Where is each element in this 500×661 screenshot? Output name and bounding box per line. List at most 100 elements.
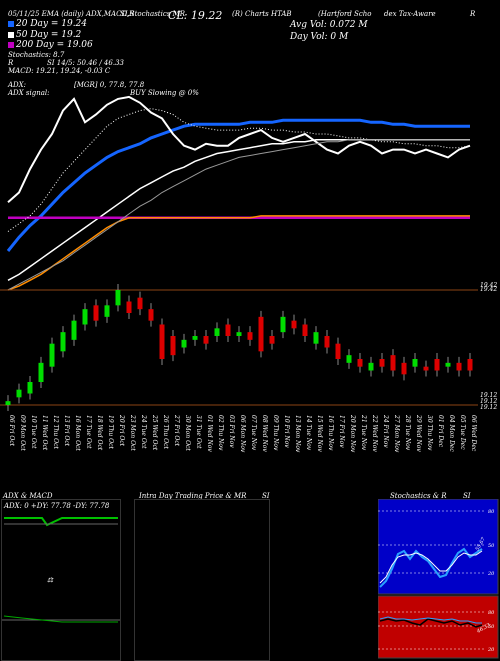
- header-stoch: SI,Stochastics MR: [120, 10, 186, 18]
- ma50-label: 50 Day = 19.2: [16, 30, 82, 40]
- date-label: 27 Fri Oct: [173, 414, 180, 447]
- date-label: 19 Thu Oct: [107, 415, 114, 449]
- candle-body: [49, 343, 55, 367]
- ma20-label: 20 Day = 19.24: [16, 19, 88, 29]
- adx-plus-line: [4, 517, 118, 527]
- rsi-tick: 20: [487, 647, 495, 653]
- candle-body: [126, 301, 132, 313]
- adx-signal: ADX signal:: [8, 89, 50, 97]
- candle-body: [170, 336, 176, 356]
- ma50-swatch: [8, 32, 14, 38]
- rsi-readout: SI 14/5: 50.46 / 46.33: [47, 59, 124, 67]
- candle-body: [60, 332, 66, 352]
- date-label: 12 Thu Oct: [52, 415, 59, 449]
- date-label: 20 Mon Nov: [349, 414, 356, 453]
- date-label: 13 Fri Oct: [63, 415, 70, 447]
- adx-macd-panel: ADX: 0 +DY: 77.78 -DY: 77.78 ⚖: [1, 499, 121, 661]
- avg-vol: Avg Vol: 0.072 M: [290, 20, 368, 30]
- macd-line: [3, 615, 118, 623]
- stoch-panel-title: Stochastics & R: [390, 492, 447, 500]
- candle-body: [71, 320, 77, 340]
- date-label: 26 Thu Oct: [162, 414, 169, 449]
- candle-body: [434, 359, 440, 371]
- date-label: 24 Fri Nov: [382, 414, 389, 448]
- date-label: 15 Wed Nov: [316, 415, 323, 452]
- price-line: [7, 95, 471, 204]
- date-label: 28 Tue Nov: [404, 414, 411, 451]
- date-label: 27 Mon Nov: [393, 414, 400, 453]
- date-label: 21 Tue Nov: [360, 414, 367, 451]
- date-label: 14 Tue Nov: [305, 415, 312, 451]
- header-date: 05/11/25 EMA (daily) ADX,MACD,R: [8, 10, 135, 18]
- candle-body: [379, 359, 385, 367]
- candle-body: [104, 305, 110, 317]
- candle-body: [38, 362, 44, 382]
- candle-body: [368, 362, 374, 371]
- date-label: 17 Fri Nov: [338, 415, 345, 448]
- intraday-panel: [134, 499, 270, 661]
- candle-body: [203, 336, 209, 344]
- ema-line-1: [7, 139, 470, 281]
- stoch-tick: 80: [488, 509, 495, 515]
- date-label: 31 Tue Oct: [195, 415, 202, 449]
- ma20-swatch: [8, 21, 14, 27]
- date-label: 08 Wed Nov: [261, 415, 268, 452]
- chart-title: (R) Charts HTAB: [232, 10, 292, 18]
- adx-panel-title: ADX & MACD: [3, 492, 53, 500]
- date-label: 10 Fri Nov: [283, 415, 290, 448]
- adx-values: ADX: 0 +DY: 77.78 -DY: 77.78: [4, 502, 110, 510]
- stoch-readout: Stochastics: 8.7: [8, 51, 65, 59]
- adx-chart: ⚖: [2, 517, 120, 623]
- date-label: 29 Wed Nov: [415, 414, 422, 452]
- ma200-label: 200 Day = 19.06: [16, 40, 93, 50]
- adx-label: ADX:: [8, 81, 27, 89]
- candle-body: [423, 366, 429, 371]
- stoch-d-line: [379, 550, 483, 584]
- date-label: 02 Thu Nov: [217, 415, 224, 451]
- stoch-si: SI: [463, 492, 471, 500]
- price-tick-label: 19.12: [480, 398, 497, 405]
- candle-body: [27, 382, 33, 394]
- date-label: 30 Mon Oct: [184, 415, 191, 451]
- macd-readout: MACD: 19.21, 19.24, -0.03 C: [8, 67, 111, 75]
- candle-body: [148, 309, 154, 321]
- date-label: 07 Tue Nov: [250, 415, 257, 451]
- candle-body: [456, 362, 462, 371]
- date-label: 01 Fri Dec: [437, 415, 444, 448]
- close-label: CL: 19.22: [168, 9, 223, 22]
- candle-body: [291, 320, 297, 329]
- ema-line-0: [6, 118, 470, 252]
- orange-line: [7, 215, 470, 291]
- date-label: 05 Tue Dec: [459, 415, 466, 450]
- grey-line: [7, 139, 470, 291]
- candle-body: [412, 359, 418, 367]
- date-label: 11 Wed Oct: [41, 415, 48, 451]
- date-label: 16 Thu Nov: [327, 415, 334, 451]
- stoch-bg: [378, 499, 499, 595]
- date-label: 13 Mon Nov: [294, 415, 301, 453]
- date-label: 06 Wed Dec: [470, 415, 477, 452]
- candle-body: [335, 343, 341, 359]
- dotted-line: [7, 108, 471, 232]
- candle-body: [192, 336, 198, 340]
- candle-body: [467, 359, 473, 371]
- date-label: 10 Tue Oct: [30, 415, 37, 449]
- candle-body: [346, 355, 352, 363]
- intra-si: SI: [262, 492, 270, 500]
- rsi-r: R: [8, 59, 14, 67]
- date-label: 09 Thu Nov: [272, 415, 279, 451]
- candle-body: [16, 389, 22, 398]
- price-tick-label: 19.42: [480, 282, 497, 289]
- ma200-swatch: [8, 42, 14, 48]
- price-tick-label: 19.12: [480, 392, 497, 399]
- rsi-line: [379, 618, 483, 628]
- candle-body: [324, 336, 330, 348]
- candle-body: [280, 316, 286, 333]
- candle-body: [181, 339, 187, 348]
- date-label: 17 Tue Oct: [85, 415, 92, 449]
- candle-body: [93, 305, 99, 321]
- candle-body: [115, 290, 121, 306]
- candle-body: [5, 401, 11, 405]
